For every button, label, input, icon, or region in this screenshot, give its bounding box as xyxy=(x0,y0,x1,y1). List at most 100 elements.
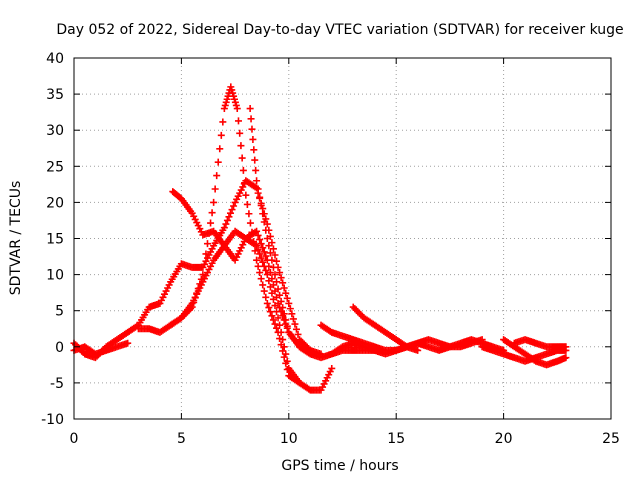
data-point xyxy=(253,242,261,250)
data-point xyxy=(252,166,260,174)
data-point xyxy=(271,271,279,279)
data-point xyxy=(216,145,224,153)
y-tick-label: 25 xyxy=(46,159,64,175)
data-point xyxy=(273,257,281,265)
data-point xyxy=(256,193,264,201)
data-point xyxy=(237,142,245,150)
data-point xyxy=(277,274,285,282)
data-point xyxy=(230,202,238,210)
x-tick-label: 0 xyxy=(70,431,79,447)
data-point xyxy=(265,262,273,270)
data-point xyxy=(277,308,285,316)
data-point xyxy=(222,220,230,228)
data-point xyxy=(279,312,287,320)
grid xyxy=(74,58,611,419)
data-point xyxy=(228,206,236,214)
data-point xyxy=(262,293,270,301)
data-point xyxy=(202,250,210,258)
y-tick-label: 35 xyxy=(46,87,64,103)
x-tick-label: 15 xyxy=(387,431,405,447)
y-tick-label: 30 xyxy=(46,123,64,139)
data-point xyxy=(274,314,282,322)
data-point xyxy=(256,236,264,244)
data-point xyxy=(269,316,277,324)
data-point xyxy=(217,131,225,139)
data-point xyxy=(124,339,132,347)
series-track-5 xyxy=(167,227,314,358)
data-point xyxy=(269,281,277,289)
data-point xyxy=(273,293,281,301)
data-point xyxy=(260,218,268,226)
data-point xyxy=(285,299,293,307)
data-point xyxy=(274,299,282,307)
y-tick-label: 5 xyxy=(55,304,64,320)
data-point xyxy=(268,312,276,320)
data-point xyxy=(279,336,287,344)
data-point xyxy=(263,235,271,242)
data-point xyxy=(246,105,254,113)
data-point xyxy=(288,310,296,318)
data-point xyxy=(265,242,273,250)
data-point xyxy=(263,299,271,307)
data-point xyxy=(219,118,227,126)
data-point xyxy=(286,305,294,313)
data-point xyxy=(283,294,291,302)
series-track-12 xyxy=(70,339,132,358)
data-point xyxy=(257,240,265,248)
data-point xyxy=(257,275,265,283)
data-point xyxy=(263,256,271,264)
data-point xyxy=(562,354,570,362)
data-point xyxy=(328,364,336,372)
data-point xyxy=(238,154,246,162)
data-point xyxy=(271,320,279,328)
series-track-4 xyxy=(246,105,379,362)
data-point xyxy=(266,249,274,257)
data-point xyxy=(259,210,267,218)
data-point xyxy=(236,129,244,137)
data-point xyxy=(282,320,290,328)
series-track-8 xyxy=(349,303,422,354)
data-point xyxy=(207,219,215,227)
data-point xyxy=(280,284,288,292)
data-point xyxy=(254,246,262,254)
chart-title: Day 052 of 2022, Sidereal Day-to-day VTE… xyxy=(56,22,623,38)
data-point xyxy=(211,185,219,193)
data-point xyxy=(226,209,234,217)
data-point xyxy=(294,330,302,338)
data-point xyxy=(251,156,259,164)
data-point xyxy=(225,213,233,221)
data-point xyxy=(276,304,284,312)
data-point xyxy=(248,125,256,133)
data-point xyxy=(306,350,314,358)
data-point xyxy=(223,216,231,224)
data-point xyxy=(257,201,265,209)
data-point xyxy=(269,263,277,271)
y-axis-label: SDTVAR / TECUs xyxy=(8,181,24,296)
data-point xyxy=(283,357,291,365)
data-point xyxy=(257,254,265,262)
data-point xyxy=(269,245,277,253)
data-point xyxy=(203,240,211,248)
data-point xyxy=(260,248,268,256)
data-point xyxy=(233,105,241,113)
data-point xyxy=(254,231,262,239)
data-point xyxy=(254,262,262,270)
data-point xyxy=(279,279,287,287)
data-point xyxy=(262,226,270,234)
data-point xyxy=(562,343,570,351)
axis-ticks: 0 5 10 15 20 25 -10 -5 0 5 10 15 20 25 30 35 40 xyxy=(41,51,620,447)
data-point xyxy=(234,117,242,125)
data-point xyxy=(276,321,284,329)
data-point xyxy=(291,320,299,328)
data-point xyxy=(256,250,264,258)
data-point xyxy=(283,324,291,332)
data-point xyxy=(214,158,222,166)
data-point xyxy=(271,251,279,259)
x-tick-label: 5 xyxy=(177,431,186,447)
x-axis-label: GPS time / hours xyxy=(281,458,398,474)
x-tick-label: 20 xyxy=(495,431,513,447)
y-tick-label: 15 xyxy=(46,232,64,248)
data-point xyxy=(262,252,270,260)
data-point xyxy=(241,179,249,187)
